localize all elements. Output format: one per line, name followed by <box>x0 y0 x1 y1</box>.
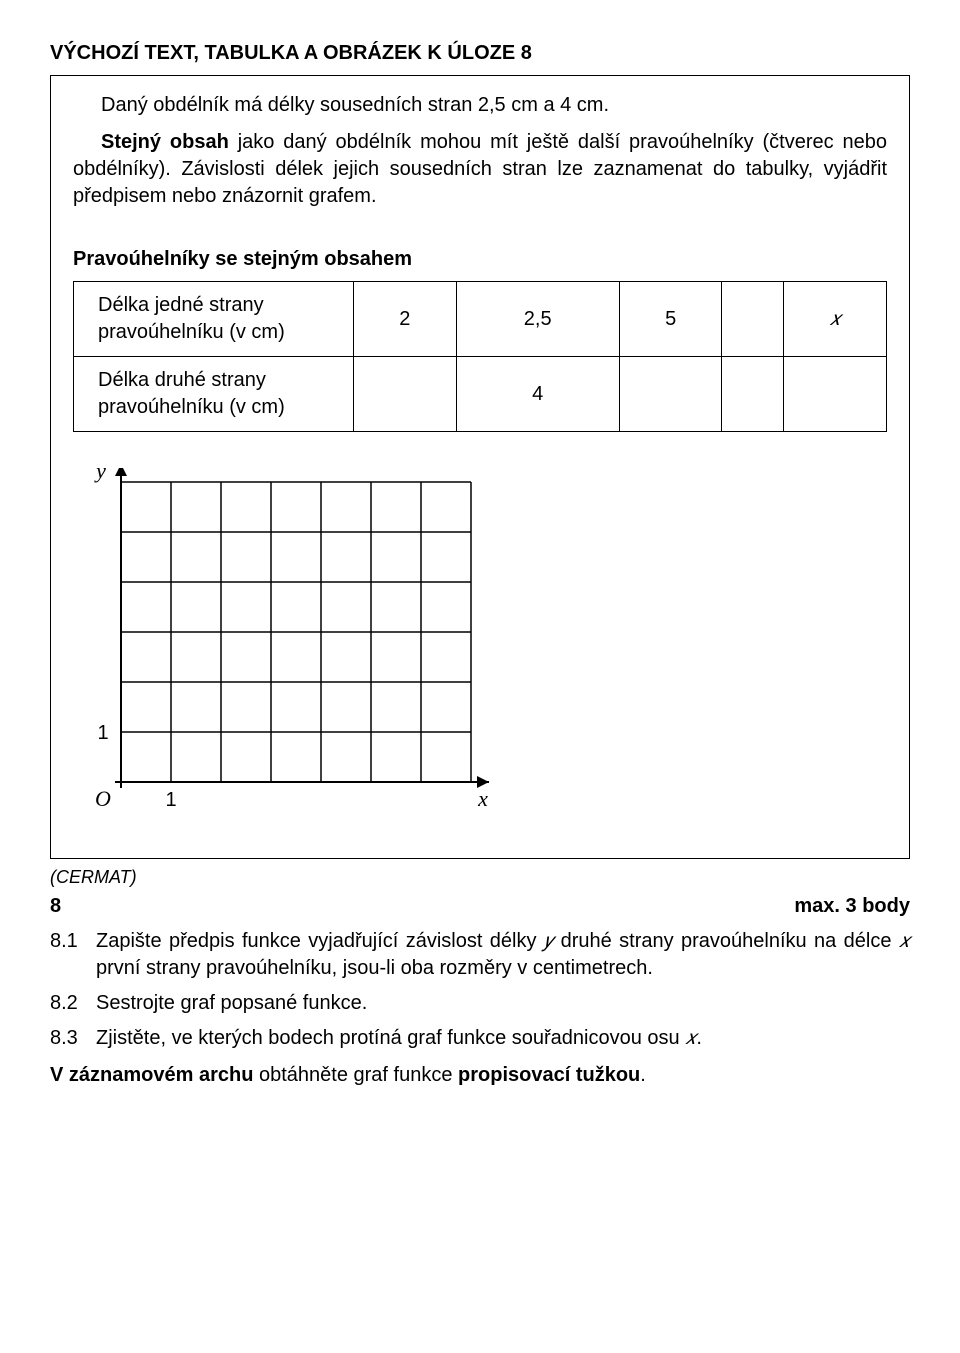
max-score: max. 3 body <box>794 893 910 920</box>
cell <box>619 357 722 432</box>
subquestion-number: 8.1 <box>50 928 96 982</box>
svg-text:x: x <box>477 786 488 811</box>
final-bold-1: V záznamovém archu <box>50 1064 253 1086</box>
svg-text:1: 1 <box>97 722 108 744</box>
cell <box>722 357 784 432</box>
row1-head: Délka jedné strany pravoúhelníku (v cm) <box>74 282 354 357</box>
cell: 5 <box>619 282 722 357</box>
cell: 2 <box>354 282 457 357</box>
var-x: 𝑥 <box>899 930 910 952</box>
final-fragment: obtáhněte graf funkce <box>253 1064 458 1086</box>
cell: 4 <box>456 357 619 432</box>
subquestion-number: 8.3 <box>50 1025 96 1052</box>
subquestion-number: 8.2 <box>50 990 96 1017</box>
framed-box: Daný obdélník má délky sousedních stran … <box>50 75 910 859</box>
intro-para-2: Stejný obsah jako daný obdélník mohou mí… <box>73 129 887 210</box>
table-title: Pravoúhelníky se stejným obsahem <box>73 246 887 273</box>
cell <box>354 357 457 432</box>
subquestion-text: Zjistěte, ve kterých bodech protíná graf… <box>96 1025 910 1052</box>
table-row: Délka jedné strany pravoúhelníku (v cm) … <box>74 282 887 357</box>
subquestion-text: Zapište předpis funkce vyjadřující závis… <box>96 928 910 982</box>
cell: 𝑥 <box>784 282 887 357</box>
question-item: 8.2 Sestrojte graf popsané funkce. <box>50 990 910 1017</box>
intro-bold: Stejný obsah <box>101 131 229 153</box>
subquestion-text: Sestrojte graf popsané funkce. <box>96 990 910 1017</box>
var-x: 𝑥 <box>685 1027 696 1049</box>
final-bold-2: propisovací tužkou <box>458 1064 640 1086</box>
coordinate-grid: y x O 1 1 <box>81 468 501 822</box>
var-x: 𝑥 <box>830 308 841 330</box>
q81-fragment: druhé strany pravoúhelníku na délce <box>553 930 899 952</box>
cell <box>784 357 887 432</box>
q81-fragment: první strany pravoúhelníku, jsou-li oba … <box>96 957 653 979</box>
question-item: 8.3 Zjistěte, ve kterých bodech protíná … <box>50 1025 910 1052</box>
intro-para-1: Daný obdélník má délky sousedních stran … <box>73 92 887 119</box>
question-number: 8 <box>50 893 96 920</box>
svg-text:y: y <box>94 468 106 483</box>
final-fragment: . <box>640 1064 646 1086</box>
svg-text:1: 1 <box>165 789 176 811</box>
q83-fragment: Zjistěte, ve kterých bodech protíná graf… <box>96 1027 685 1049</box>
svg-text:O: O <box>95 786 111 811</box>
var-y: 𝑦 <box>544 930 553 952</box>
q81-fragment: Zapište předpis funkce vyjadřující závis… <box>96 930 544 952</box>
data-table: Délka jedné strany pravoúhelníku (v cm) … <box>73 281 887 432</box>
q83-fragment: . <box>696 1027 702 1049</box>
table-row: Délka druhé strany pravoúhelníku (v cm) … <box>74 357 887 432</box>
source-label: (CERMAT) <box>50 865 137 889</box>
question-item: 8.1 Zapište předpis funkce vyjadřující z… <box>50 928 910 982</box>
section-heading: VÝCHOZÍ TEXT, TABULKA A OBRÁZEK K ÚLOZE … <box>50 40 910 67</box>
cell <box>722 282 784 357</box>
cell: 2,5 <box>456 282 619 357</box>
row2-head: Délka druhé strany pravoúhelníku (v cm) <box>74 357 354 432</box>
final-instruction: V záznamovém archu obtáhněte graf funkce… <box>50 1062 910 1089</box>
